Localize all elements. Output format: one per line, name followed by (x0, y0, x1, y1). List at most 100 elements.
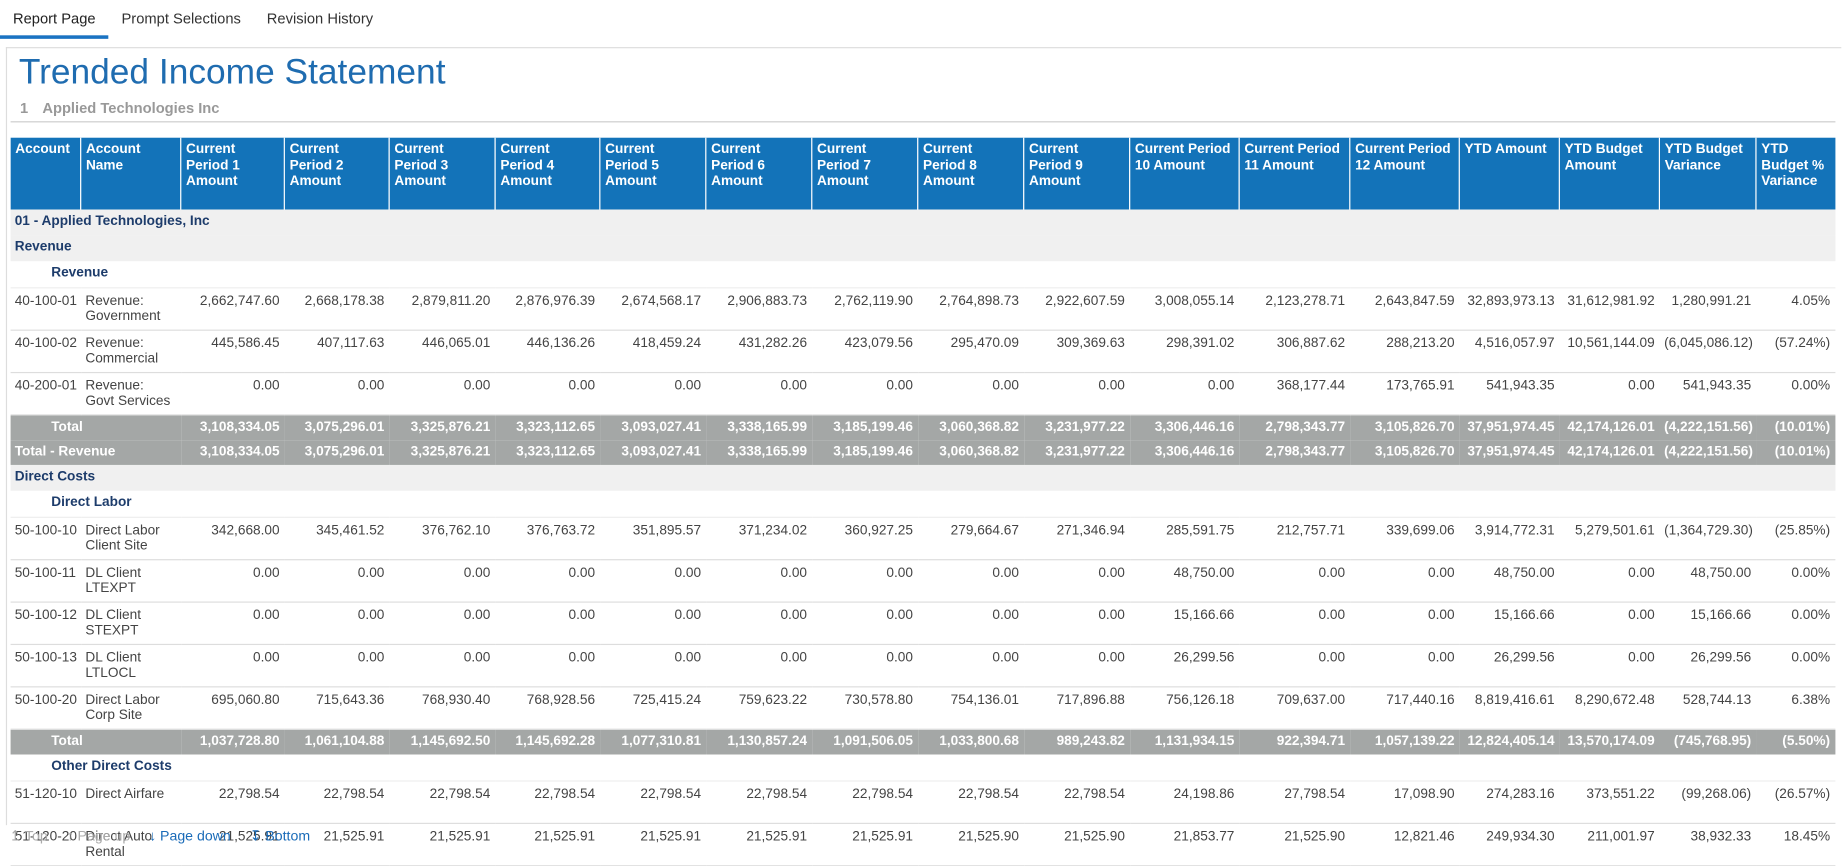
tab[interactable]: Prompt Selections (121, 10, 241, 28)
column-header: Current Period 10 Amount (1129, 137, 1240, 210)
total-cell: (4,222,151.56) (1659, 440, 1756, 465)
column-header: Current Period 4 Amount (494, 137, 600, 210)
group-row-label: Direct Costs (10, 464, 1835, 491)
amount-cell: 0.00 (180, 644, 285, 688)
amount-cell: 768,930.40 (389, 686, 496, 730)
subgroup-row-label: Revenue (10, 261, 1835, 289)
total-cell: 3,185,199.46 (811, 414, 918, 441)
total-cell: 3,325,876.21 (389, 440, 496, 465)
amount-cell: 0.00% (1755, 602, 1835, 646)
amount-cell: 351,895.57 (599, 517, 706, 561)
amount-cell: 0.00 (705, 602, 812, 646)
pager-label: Top (24, 827, 48, 844)
tab[interactable]: Revision History (266, 10, 374, 28)
amount-cell: 0.00 (180, 559, 285, 603)
amount-cell: 717,896.88 (1023, 686, 1130, 730)
pager-link[interactable]: ↓ Page down (149, 827, 231, 844)
account-cell: 40-100-01 (10, 287, 81, 331)
pager-link[interactable]: ↧ Bottom (249, 827, 311, 844)
amount-cell: 2,764,898.73 (917, 287, 1024, 331)
amount-cell: 376,763.72 (495, 517, 600, 561)
amount-cell: 0.00 (705, 559, 812, 603)
total-cell: 1,145,692.50 (389, 729, 496, 755)
amount-cell: 0.00 (495, 602, 600, 646)
amount-cell: 22,798.54 (705, 781, 812, 824)
total-label: Total (10, 414, 181, 441)
amount-cell: 0.00 (284, 602, 390, 646)
amount-cell: 0.00 (1239, 559, 1350, 603)
amount-cell: 360,927.25 (811, 517, 918, 561)
subgroup-row: Direct Labor (10, 490, 1835, 518)
name-cell: Direct Labor Corp Site (80, 686, 181, 730)
amount-cell: 0.00 (1023, 372, 1130, 416)
column-header: Current Period 9 Amount (1023, 137, 1130, 210)
amount-cell: 21,525.91 (705, 823, 812, 866)
total-cell: 3,108,334.05 (180, 414, 285, 441)
amount-cell: 285,591.75 (1129, 517, 1240, 561)
total-cell: (5.50%) (1755, 729, 1835, 755)
data-row: 40-100-02 Revenue: Commercial 445,586.45 40… (10, 330, 1835, 374)
amount-cell: 21,525.91 (389, 823, 496, 866)
total-cell: 1,057,139.22 (1349, 729, 1460, 755)
amount-cell: 0.00 (389, 602, 496, 646)
column-header: Account Name (80, 137, 181, 210)
tab[interactable]: Report Page (0, 0, 109, 39)
amount-cell: 2,879,811.20 (389, 287, 496, 331)
amount-cell: 2,762,119.90 (811, 287, 918, 331)
amount-cell: 695,060.80 (180, 686, 285, 730)
amount-cell: 0.00 (917, 644, 1024, 688)
amount-cell: 0.00 (1023, 559, 1130, 603)
pager-label: Page down (160, 827, 231, 844)
total-cell: 3,108,334.05 (180, 440, 285, 465)
amount-cell: 48,750.00 (1129, 559, 1240, 603)
amount-cell: 715,643.36 (284, 686, 390, 730)
total-cell: 3,185,199.46 (811, 440, 918, 465)
amount-cell: 2,668,178.38 (284, 287, 390, 331)
amount-cell: 0.00 (495, 644, 600, 688)
amount-cell: 22,798.54 (599, 781, 706, 824)
column-header: Current Period 8 Amount (917, 137, 1024, 210)
amount-cell: 22,798.54 (1023, 781, 1130, 824)
amount-cell: 0.00% (1755, 559, 1835, 603)
amount-cell: 423,079.56 (811, 330, 918, 374)
pager-link[interactable]: ↑ Page up (66, 827, 131, 844)
amount-cell: 22,798.54 (180, 781, 285, 824)
total-cell: (745,768.95) (1659, 729, 1756, 755)
amount-cell: 4,516,057.97 (1459, 330, 1560, 374)
amount-cell: 18.45% (1755, 823, 1835, 866)
report-table: Account Account Name Current Period 1 Amou… (9, 137, 1835, 866)
amount-cell: 0.00 (917, 559, 1024, 603)
amount-cell: 418,459.24 (599, 330, 706, 374)
pager-link[interactable]: ↥ Top (9, 827, 48, 844)
column-header: Current Period 2 Amount (283, 137, 390, 210)
amount-cell: 2,906,883.73 (705, 287, 812, 331)
amount-cell: 279,664.67 (917, 517, 1024, 561)
data-row: 50-100-12 DL Client STEXPT 0.00 0.00 0.00 0.0… (10, 602, 1835, 646)
total-cell: 1,130,857.24 (705, 729, 812, 755)
amount-cell: 0.00 (495, 559, 600, 603)
name-cell: DL Client STEXPT (80, 602, 181, 646)
amount-cell: 21,525.90 (917, 823, 1024, 866)
amount-cell: 8,819,416.61 (1459, 686, 1560, 730)
amount-cell: 0.00 (495, 372, 600, 416)
total-cell: 1,037,728.80 (180, 729, 285, 755)
data-row: 40-100-01 Revenue: Government 2,662,747.60… (10, 287, 1835, 331)
entity-number: 1 (20, 100, 29, 117)
amount-cell: 288,213.20 (1349, 330, 1460, 374)
amount-cell: 445,586.45 (180, 330, 285, 374)
amount-cell: 298,391.02 (1129, 330, 1240, 374)
amount-cell: 0.00 (917, 602, 1024, 646)
column-header: Current Period 1 Amount (180, 137, 285, 210)
amount-cell: 0.00 (917, 372, 1024, 416)
amount-cell: 21,525.90 (1239, 823, 1350, 866)
amount-cell: 26,299.56 (1459, 644, 1560, 688)
total-cell: 3,105,826.70 (1349, 414, 1460, 441)
amount-cell: 0.00 (389, 559, 496, 603)
amount-cell: 0.00 (705, 644, 812, 688)
amount-cell: 22,798.54 (811, 781, 918, 824)
amount-cell: 249,934.30 (1459, 823, 1560, 866)
amount-cell: 26,299.56 (1659, 644, 1756, 688)
report: Trended Income Statement 1 Applied Techno… (5, 47, 1842, 866)
